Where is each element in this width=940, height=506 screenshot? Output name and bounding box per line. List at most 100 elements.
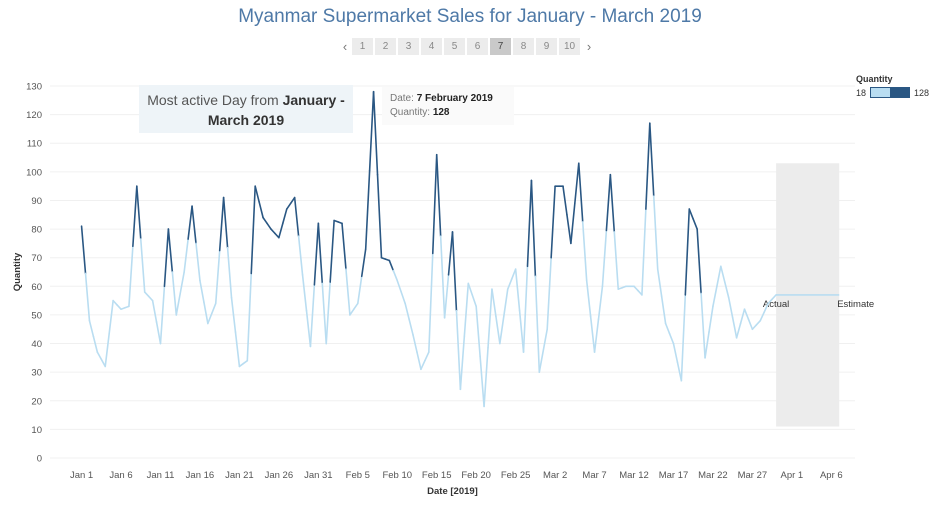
actual-label: Actual (763, 299, 789, 310)
series-segment (747, 318, 754, 331)
series-segment (534, 275, 541, 373)
x-tick-label: Jan 26 (265, 470, 294, 481)
series-segment (589, 315, 596, 353)
series-segment (278, 222, 284, 239)
page-selector: ‹ 1 2 3 4 5 6 7 8 9 10 › (338, 37, 596, 55)
series-segment (376, 173, 383, 259)
series-segment (159, 285, 166, 345)
y-tick-label: 60 (31, 282, 42, 293)
series-segment (183, 238, 189, 273)
series-segment (270, 228, 276, 235)
page-button-2[interactable]: 2 (375, 37, 396, 55)
series-segment (649, 122, 655, 197)
series-segment (167, 228, 174, 273)
series-segment (633, 285, 639, 292)
series-segment (716, 265, 722, 288)
series-segment (388, 259, 395, 272)
y-tick-label: 100 (26, 167, 42, 178)
series-segment (353, 302, 359, 311)
series-segment (605, 173, 612, 232)
series-segment (147, 295, 154, 302)
series-segment (226, 246, 233, 299)
x-axis-title: Date [2019] (427, 486, 478, 497)
series-segment (692, 218, 698, 230)
series-segment (368, 90, 375, 172)
page-button-9[interactable]: 9 (536, 37, 557, 55)
series-segment (349, 308, 355, 316)
series-segment (210, 302, 217, 315)
series-segment (435, 153, 442, 238)
series-segment (128, 245, 134, 308)
series-segment (727, 296, 734, 319)
legend-gradient[interactable] (870, 87, 911, 98)
series-segment (562, 185, 568, 216)
series-segment (601, 229, 608, 288)
series-segment (483, 347, 489, 408)
page-button-1[interactable]: 1 (352, 37, 373, 55)
series-segment (759, 311, 766, 322)
page-button-7[interactable]: 7 (490, 37, 511, 55)
series-segment (199, 279, 205, 303)
x-tick-label: Jan 1 (70, 470, 93, 481)
page-button-4[interactable]: 4 (421, 37, 442, 55)
series-segment (720, 265, 726, 283)
series-segment (246, 272, 253, 362)
x-tick-label: Feb 10 (382, 470, 412, 481)
series-segment (325, 281, 331, 345)
series-segment (416, 351, 422, 371)
tooltip-qty-label: Quantity: (390, 107, 431, 118)
series-segment (581, 221, 588, 282)
x-tick-label: Mar 27 (738, 470, 768, 481)
series-segment (743, 308, 750, 321)
series-segment (191, 205, 197, 245)
y-axis-title: Quantity (12, 252, 23, 291)
series-segment (739, 308, 746, 325)
series-segment (597, 285, 604, 321)
annotation-prefix: Most active Day from (147, 92, 283, 108)
series-segment (274, 232, 280, 239)
series-segment (499, 315, 505, 345)
legend-min: 18 (856, 87, 867, 98)
series-segment (700, 292, 706, 359)
series-segment (688, 208, 695, 220)
series-segment (139, 238, 146, 293)
series-segment (179, 271, 185, 295)
series-segment (672, 342, 679, 363)
series-segment (321, 282, 328, 345)
y-tick-label: 10 (31, 425, 42, 436)
series-segment (171, 271, 178, 316)
series-segment (475, 305, 481, 358)
chevron-left-icon[interactable]: ‹ (342, 38, 348, 54)
series-segment (345, 268, 351, 316)
series-segment (155, 321, 162, 345)
series-segment (151, 299, 158, 323)
series-segment (266, 222, 272, 230)
series-segment (400, 291, 406, 305)
page-button-10[interactable]: 10 (559, 37, 580, 55)
series-segment (459, 335, 466, 391)
chevron-right-icon[interactable]: › (586, 38, 592, 54)
x-tick-label: Mar 7 (582, 470, 606, 481)
series-segment (132, 185, 138, 248)
series-segment (329, 219, 335, 283)
series-segment (668, 332, 675, 345)
series-segment (309, 284, 316, 348)
page-button-3[interactable]: 3 (398, 37, 419, 55)
x-tick-label: Apr 1 (781, 470, 804, 481)
series-segment (408, 318, 414, 336)
x-tick-label: Mar 17 (659, 470, 689, 481)
series-segment (420, 359, 426, 371)
series-segment (116, 304, 122, 311)
page-button-5[interactable]: 5 (444, 37, 465, 55)
series-segment (530, 179, 537, 278)
page-button-8[interactable]: 8 (513, 37, 534, 55)
page-button-6[interactable]: 6 (467, 37, 488, 55)
series-segment (514, 268, 521, 312)
series-segment (546, 256, 552, 331)
series-segment (313, 222, 320, 286)
series-segment (502, 288, 509, 318)
x-tick-label: Feb 20 (461, 470, 491, 481)
series-segment (660, 295, 667, 325)
series-segment (696, 228, 702, 295)
series-segment (293, 196, 300, 238)
